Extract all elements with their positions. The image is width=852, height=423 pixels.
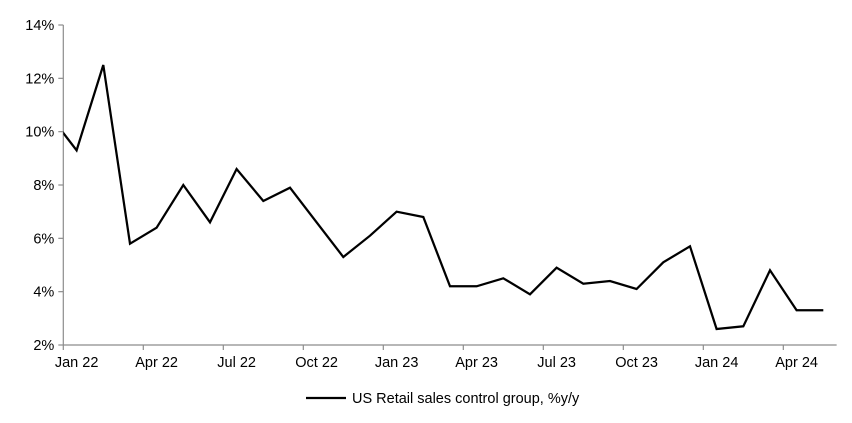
legend-label: US Retail sales control group, %y/y: [352, 391, 580, 407]
series-layer: [63, 64, 824, 331]
series-line: [63, 64, 824, 331]
x-axis-tick-label: Oct 22: [295, 355, 338, 371]
x-axis-tick-label: Jan 23: [375, 355, 419, 371]
x-axis-tick-label: Oct 23: [615, 355, 658, 371]
y-axis-tick-label: 12%: [25, 71, 54, 87]
y-axis-tick-label: 14%: [25, 18, 54, 34]
x-axis-tick-label: Jul 23: [537, 355, 576, 371]
y-axis-tick-label: 8%: [33, 178, 54, 194]
y-axis-tick-label: 4%: [33, 285, 54, 301]
x-axis-tick-label: Apr 23: [455, 355, 498, 371]
x-axis-tick-label: Apr 22: [135, 355, 178, 371]
legend: US Retail sales control group, %y/y: [306, 391, 580, 407]
y-axis-tick-label: 6%: [33, 231, 54, 247]
y-axis-tick-label: 10%: [25, 125, 54, 141]
x-axis-tick-label: Apr 24: [775, 355, 818, 371]
x-axis-tick-label: Jan 24: [695, 355, 739, 371]
x-axis-tick-label: Jul 22: [217, 355, 256, 371]
x-axis-tick-label: Jan 22: [55, 355, 99, 371]
axis-labels: 2% 4% 6% 8% 10% 12% 14% Jan 22 Apr 22 Jul 22 Oct 2…: [25, 18, 818, 371]
axes: [58, 24, 837, 350]
y-axis-tick-label: 2%: [33, 338, 54, 354]
